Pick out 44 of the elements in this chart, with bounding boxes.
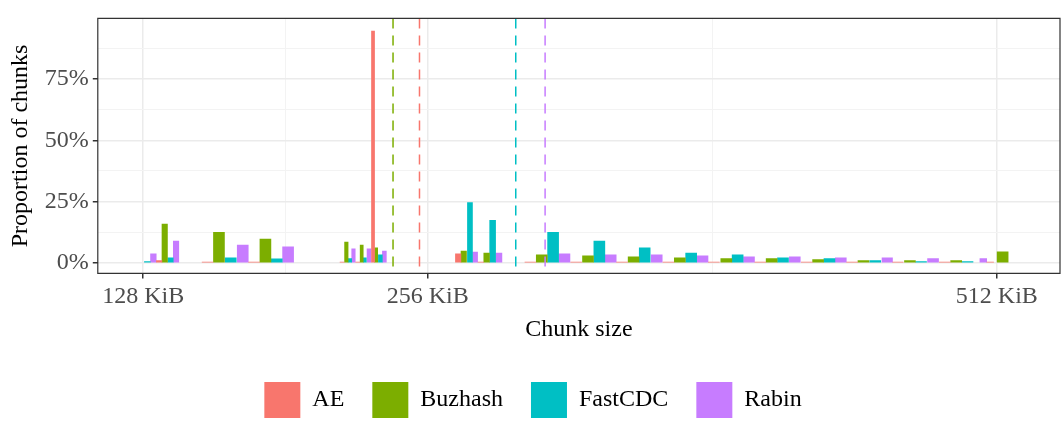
- bar: [731, 254, 744, 263]
- legend-label: AE: [312, 385, 345, 412]
- x-axis-title: Chunk size: [525, 314, 633, 341]
- bar: [950, 260, 962, 263]
- bar: [259, 238, 272, 263]
- bar: [823, 258, 836, 263]
- bar: [788, 256, 801, 263]
- bar: [638, 247, 651, 263]
- x-tick-label: 512 KiB: [955, 282, 1038, 309]
- bar: [236, 244, 249, 263]
- bar: [765, 258, 778, 263]
- x-tick-label: 128 KiB: [102, 282, 185, 309]
- bar: [696, 255, 709, 263]
- y-axis-title: Proportion of chunks: [5, 44, 32, 248]
- legend-label: Rabin: [744, 385, 802, 412]
- bar: [904, 260, 916, 263]
- bar: [996, 251, 1009, 263]
- bar: [685, 252, 697, 263]
- bar: [881, 257, 893, 263]
- bar: [812, 259, 824, 263]
- y-tick-label: 50%: [44, 125, 89, 152]
- bar: [674, 257, 686, 263]
- legend-label: FastCDC: [578, 385, 669, 412]
- bar: [282, 246, 294, 263]
- bar: [547, 231, 559, 263]
- bar: [593, 240, 606, 263]
- bar: [558, 253, 571, 263]
- bar: [743, 256, 755, 263]
- bar: [720, 258, 733, 263]
- bar: [650, 254, 663, 263]
- bar: [213, 231, 225, 263]
- y-tick-label: 0%: [56, 248, 89, 275]
- y-tick-label: 75%: [44, 64, 89, 91]
- bar: [834, 257, 847, 263]
- x-tick-label: 256 KiB: [386, 282, 469, 309]
- bar: [927, 258, 939, 263]
- bar: [627, 256, 640, 263]
- bar: [224, 257, 237, 263]
- bar: [777, 257, 789, 263]
- y-tick-label: 25%: [44, 186, 89, 213]
- bar: [604, 254, 617, 263]
- bar: [582, 255, 594, 263]
- bar: [869, 260, 882, 263]
- legend-label: Buzhash: [420, 385, 503, 412]
